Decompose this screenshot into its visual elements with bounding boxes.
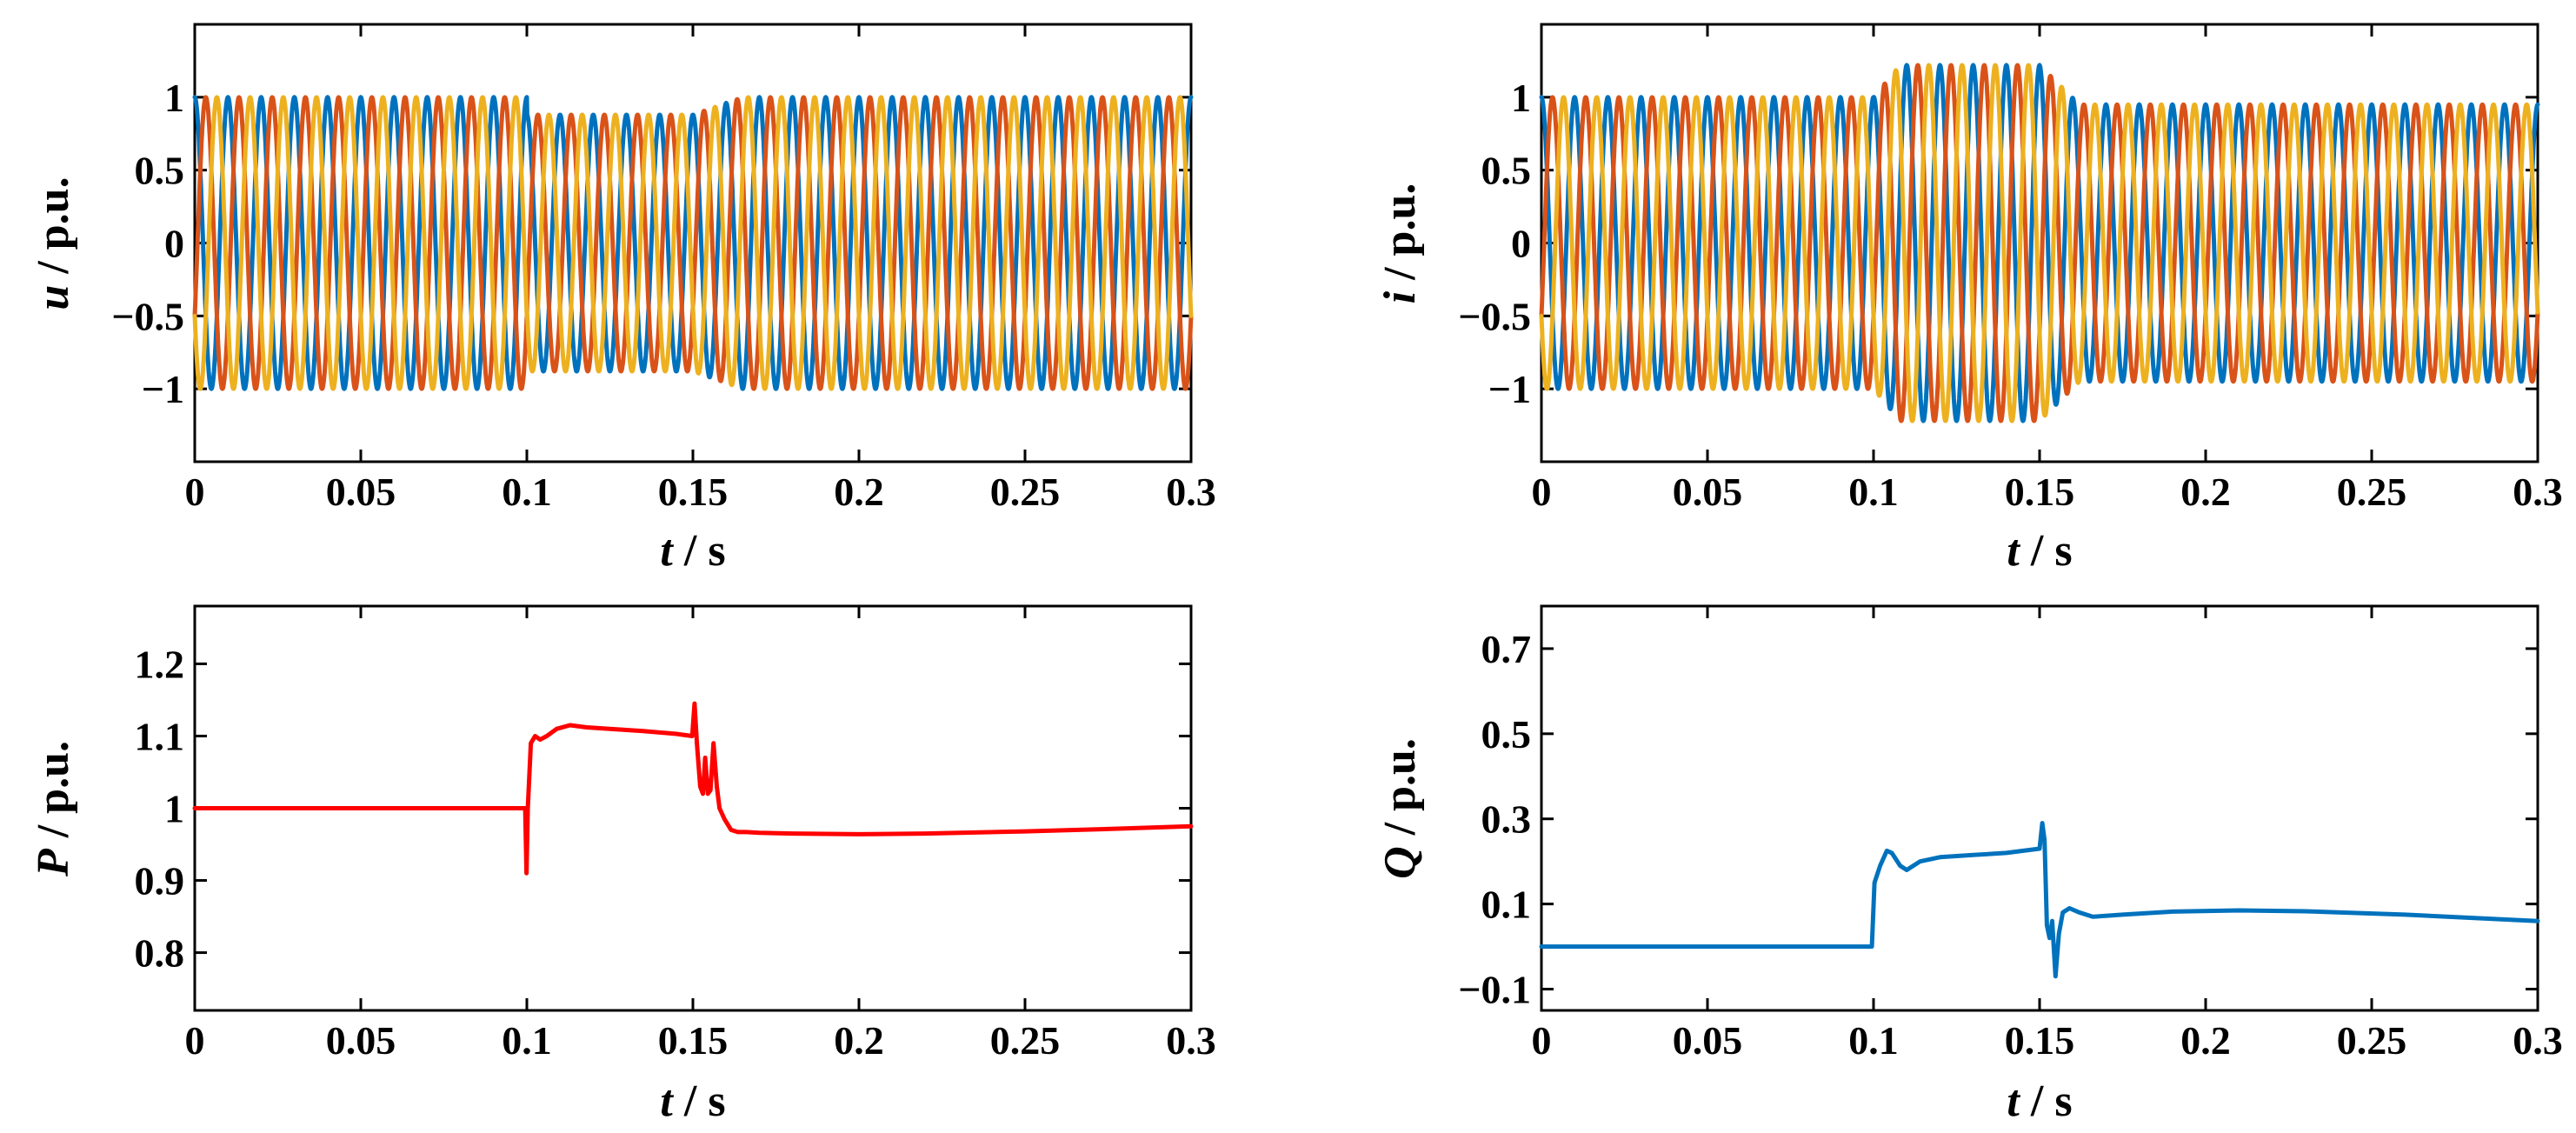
active-power-y-label: P / p.u.: [29, 741, 78, 877]
y-tick-label: −0.5: [1458, 294, 1531, 338]
reactive-power-series: [1539, 821, 2540, 979]
x-tick-label: 0.25: [2337, 470, 2407, 514]
series-line-phase-a: [1539, 63, 2540, 423]
current-x-ticks: 0 0.05 0.1 0.15 0.2 0.25 0.3: [1532, 24, 2563, 514]
active-power-panel: 0 0.05 0.1 0.15 0.2 0.25 0.3 0.8 0.9 1 1.1 1.2 t /…: [29, 604, 1216, 1126]
reactive-power-y-ticks: −0.1 0.1 0.3 0.5 0.7: [1458, 627, 2538, 1012]
y-tick-label: 0: [164, 222, 184, 266]
voltage-series: [192, 95, 1194, 391]
x-tick-label: 0.1: [1848, 1018, 1899, 1063]
x-tick-label: 0.15: [658, 1018, 729, 1063]
x-tick-label: 0.1: [502, 470, 552, 514]
y-tick-label: −1: [1488, 367, 1531, 411]
x-tick-label: 0.25: [2337, 1018, 2407, 1063]
x-tick-label: 0: [185, 1018, 205, 1063]
current-series: [1539, 63, 2540, 423]
reactive-power-plot-frame: [1540, 604, 2539, 1012]
voltage-panel: 0 0.05 0.1 0.15 0.2 0.25 0.3 −1 −0.5 0 0.5 1 t / s…: [29, 23, 1216, 576]
active-power-x-label: t / s: [660, 1076, 725, 1126]
x-tick-label: 0.2: [2180, 1018, 2231, 1063]
series-line-phase-c: [192, 95, 1194, 391]
x-tick-label: 0.05: [326, 470, 396, 514]
active-power-series: [192, 701, 1194, 876]
x-tick-label: 0.25: [990, 1018, 1061, 1063]
x-tick-label: 0.3: [2513, 1018, 2563, 1063]
reactive-power-x-ticks: 0 0.05 0.1 0.15 0.2 0.25 0.3: [1532, 606, 2563, 1063]
x-tick-label: 0.3: [2513, 470, 2563, 514]
x-tick-label: 0.15: [2005, 470, 2075, 514]
y-tick-label: 1.1: [135, 714, 185, 758]
x-tick-label: 0.3: [1166, 1018, 1216, 1063]
y-tick-label: 1.2: [135, 642, 185, 686]
active-power-y-ticks: 0.8 0.9 1 1.1 1.2: [135, 642, 1191, 976]
x-tick-label: 0.25: [990, 470, 1061, 514]
x-tick-label: 0: [1532, 470, 1552, 514]
reactive-power-panel: 0 0.05 0.1 0.15 0.2 0.25 0.3 −0.10.10.30.50.7 …: [1375, 604, 2563, 1126]
x-tick-label: 0.15: [658, 470, 729, 514]
series-line-Q: [1539, 821, 2540, 979]
series-line-P: [192, 701, 1194, 876]
current-y-ticks: −1 −0.5 0 0.5 1: [1458, 76, 2538, 411]
series-line-phase-a: [192, 95, 1194, 391]
x-tick-label: 0.1: [502, 1018, 552, 1063]
x-tick-label: 0.05: [1673, 470, 1743, 514]
x-tick-label: 0.3: [1166, 470, 1216, 514]
voltage-plot-frame: [193, 23, 1193, 463]
x-tick-label: 0.2: [834, 470, 884, 514]
y-tick-label: −1: [142, 367, 184, 411]
current-x-label: t / s: [2007, 526, 2072, 576]
y-tick-label: 0.7: [1481, 627, 1532, 671]
x-tick-label: 0.15: [2005, 1018, 2075, 1063]
voltage-y-label: u / p.u.: [29, 177, 78, 310]
current-panel: 0 0.05 0.1 0.15 0.2 0.25 0.3 −1 −0.5 0 0.5 1 t / s…: [1375, 23, 2563, 576]
active-power-x-ticks: 0 0.05 0.1 0.15 0.2 0.25 0.3: [185, 606, 1216, 1063]
current-y-label: i / p.u.: [1375, 183, 1425, 304]
x-tick-label: 0.05: [326, 1018, 396, 1063]
series-line-phase-c: [1539, 63, 2540, 423]
y-tick-label: 1: [1511, 76, 1531, 120]
reactive-power-x-label: t / s: [2007, 1076, 2072, 1126]
voltage-x-ticks: 0 0.05 0.1 0.15 0.2 0.25 0.3: [185, 24, 1216, 514]
x-tick-label: 0: [1532, 1018, 1552, 1063]
y-tick-label: −0.1: [1458, 968, 1531, 1012]
y-tick-label: 0.5: [1481, 149, 1532, 193]
y-tick-label: 0.5: [135, 149, 185, 193]
x-tick-label: 0.1: [1848, 470, 1899, 514]
x-tick-label: 0: [185, 470, 205, 514]
current-plot-frame: [1540, 23, 2539, 463]
y-tick-label: 0: [1511, 222, 1531, 266]
y-tick-label: 1: [164, 76, 184, 120]
voltage-x-label: t / s: [660, 526, 725, 576]
y-tick-label: 0.8: [135, 931, 185, 976]
y-tick-label: 0.9: [135, 859, 185, 903]
x-tick-label: 0.2: [2180, 470, 2231, 514]
y-tick-label: 0.3: [1481, 797, 1532, 842]
x-tick-label: 0.05: [1673, 1018, 1743, 1063]
reactive-power-y-label: Q / p.u.: [1375, 738, 1425, 879]
x-tick-label: 0.2: [834, 1018, 884, 1063]
y-tick-label: 1: [164, 787, 184, 831]
y-tick-label: 0.1: [1481, 883, 1532, 927]
y-tick-label: −0.5: [111, 294, 184, 338]
y-tick-label: 0.5: [1481, 712, 1532, 756]
